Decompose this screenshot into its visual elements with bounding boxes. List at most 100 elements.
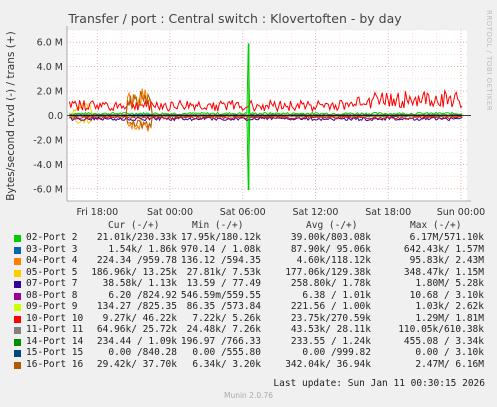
legend-row: 10-Port 10 9.27k/ 46.22k 7.22k/ 5.26k 23.75… [0,313,497,325]
legend-row: 03-Port 3 1.54k/ 1.86k 970.14 / 1.08k 87.90… [0,244,497,256]
chart-title: Transfer / port : Central switch : Klove… [67,11,402,26]
legend-swatch [14,304,21,311]
chart-canvas: Transfer / port : Central switch : Klove… [5,11,485,218]
legend-value-avg: 258.80k/ 1.78k [290,278,371,289]
legend-value-min: 24.48k/ 7.26k [186,324,261,335]
y-tick-label: 6.0 M [37,38,63,49]
x-tick-label: Sat 18:00 [365,207,411,218]
legend-swatch [14,269,21,277]
legend-swatch [14,258,21,265]
legend-value-avg: 87.90k/ 95.06k [290,243,371,255]
legend-header-min: Min (-/+) [192,220,244,231]
legend-value-cur: 1.54k/ 1.86k [108,243,177,255]
legend-header-max: Max (-/+) [410,220,462,231]
legend-swatch [14,246,21,254]
legend-row: 16-Port 16 29.42k/ 37.70k 6.34k/ 3.20k 342.… [0,359,497,371]
legend-value-max: 95.83k/ 2.43M [409,255,484,266]
legend-value-min: 86.35 /573.84 [186,301,261,312]
legend-value-avg: 6.38 / 1.01k [302,289,371,301]
legend-value-avg: 23.75k/270.59k [290,312,371,324]
legend-value-max: 455.08 / 3.34k [403,335,484,347]
legend-value-min: 196.97 /766.33 [180,335,261,347]
y-tick-label: 2.0 M [37,87,63,98]
legend-series-name: 02-Port 2 [26,232,78,243]
legend-series-name: 07-Port 7 [26,278,78,289]
legend-row: 05-Port 5 186.96k/ 13.25k 27.81k/ 7.53k 177… [0,267,497,279]
legend-value-cur: 38.58k/ 1.13k [102,278,177,289]
legend-swatch [14,338,21,346]
legend-row: 02-Port 2 21.01k/230.33k 17.95k/180.12k 39.… [0,232,497,244]
legend-row: 11-Port 11 64.96k/ 25.72k 24.48k/ 7.26k 43.… [0,324,497,336]
legend-value-cur: 0.00 /840.28 [108,347,177,358]
legend-row: 14-Port 14 234.44 / 1.09k 196.97 /766.33 23… [0,336,497,348]
legend-row: 07-Port 7 38.58k/ 1.13k 13.59 / 77.49 258.8… [0,278,497,290]
legend-value-cur: 134.27 /825.35 [96,301,177,312]
legend-series-name: 10-Port 10 [26,312,84,324]
legend-value-min: 6.34k/ 3.20k [192,358,261,370]
legend-value-cur: 6.20 /824.92 [108,289,177,301]
legend-value-cur: 29.42k/ 37.70k [96,358,177,370]
legend-series-name: 16-Port 16 [26,358,84,370]
legend-value-cur: 21.01k/230.33k [96,232,177,243]
x-tick-label: Fri 18:00 [76,207,118,218]
legend-header-cur: Cur (-/+) [108,220,160,231]
legend-value-min: 0.00 /555.80 [192,347,261,358]
rrdtool-credit: RRDTOOL / TOBI OETIKER [485,10,493,112]
legend-swatch [14,315,21,323]
legend-swatch [14,235,21,242]
legend-value-max: 2.47M/ 6.16M [415,358,484,370]
legend-value-max: 1.80M/ 5.28k [415,278,484,289]
legend-value-cur: 234.44 / 1.09k [96,335,177,347]
legend-series-name: 09-Port 9 [26,301,78,312]
legend-value-avg: 342.04k/ 36.94k [285,358,371,370]
last-update: Last update: Sun Jan 11 00:30:15 2026 [273,378,485,389]
y-tick-label: 4.0 M [37,62,63,73]
legend-row: 09-Port 9 134.27 /825.35 86.35 /573.84 221.… [0,301,497,313]
legend-value-cur: 64.96k/ 25.72k [96,324,177,335]
legend-series-name: 11-Port 11 [26,324,84,335]
legend-value-max: 642.43k/ 1.57M [403,243,484,255]
y-tick-label: -6.0 M [33,184,63,195]
y-tick-label: 0.0 [48,111,63,122]
legend-series-name: 04-Port 4 [26,255,78,266]
x-tick-label: Sat 12:00 [292,207,338,218]
legend-series-name: 14-Port 14 [26,335,84,347]
legend-swatch [14,292,21,300]
legend-value-min: 17.95k/180.12k [180,232,261,243]
legend-value-min: 136.12 /594.35 [180,255,261,266]
legend-series-name: 05-Port 5 [26,266,78,278]
legend-header-avg: Avg (-/+) [306,220,358,231]
legend-series-name: 03-Port 3 [26,243,78,255]
legend-value-avg: 177.06k/129.38k [285,266,371,278]
legend-value-min: 27.81k/ 7.53k [186,266,261,278]
legend-series-name: 08-Port 8 [26,289,78,301]
y-axis-label: Bytes/second rcvd (-) / trans (+) [5,31,17,200]
legend-series-name: 15-Port 15 [26,347,84,358]
legend-value-avg: 0.00 /999.82 [302,347,371,358]
series-line-rcvd-7 [69,115,463,120]
legend-swatch [14,327,21,334]
legend-value-max: 1.29M/ 1.81M [415,312,484,324]
legend-value-avg: 43.53k/ 28.11k [290,324,371,335]
legend-row: 08-Port 8 6.20 /824.92 546.59m/559.55 6.38 … [0,290,497,302]
legend-value-cur: 9.27k/ 46.22k [102,312,177,324]
legend-value-max: 1.03k/ 2.62k [415,301,484,312]
legend-value-max: 110.05k/610.38k [398,324,484,335]
legend-row: 04-Port 4 224.34 /959.78 136.12 /594.35 4.6… [0,255,497,267]
legend-value-avg: 233.55 / 1.24k [290,335,371,347]
legend-value-min: 970.14 / 1.08k [180,243,261,255]
grid-lines [67,29,467,202]
series-line-trans-7 [68,89,463,113]
legend-row: 15-Port 15 0.00 /840.28 0.00 /555.80 0.00 /… [0,347,497,359]
legend-value-max: 0.00 / 3.10k [415,347,484,358]
legend-value-cur: 224.34 /959.78 [96,255,177,266]
legend-value-max: 6.17M/571.10k [409,232,484,243]
legend-swatch [14,361,21,369]
legend-value-cur: 186.96k/ 13.25k [91,266,177,278]
axes: -6.0 M -4.0 M -2.0 M 0.0 2.0 M 4.0 M 6.0 M Fri … [33,26,485,218]
legend-value-min: 7.22k/ 5.26k [192,312,261,324]
x-tick-label: Sat 06:00 [220,207,266,218]
legend-value-max: 10.68 / 3.10k [409,289,484,301]
legend-value-avg: 4.60k/118.12k [296,255,371,266]
legend-value-min: 13.59 / 77.49 [186,278,261,289]
